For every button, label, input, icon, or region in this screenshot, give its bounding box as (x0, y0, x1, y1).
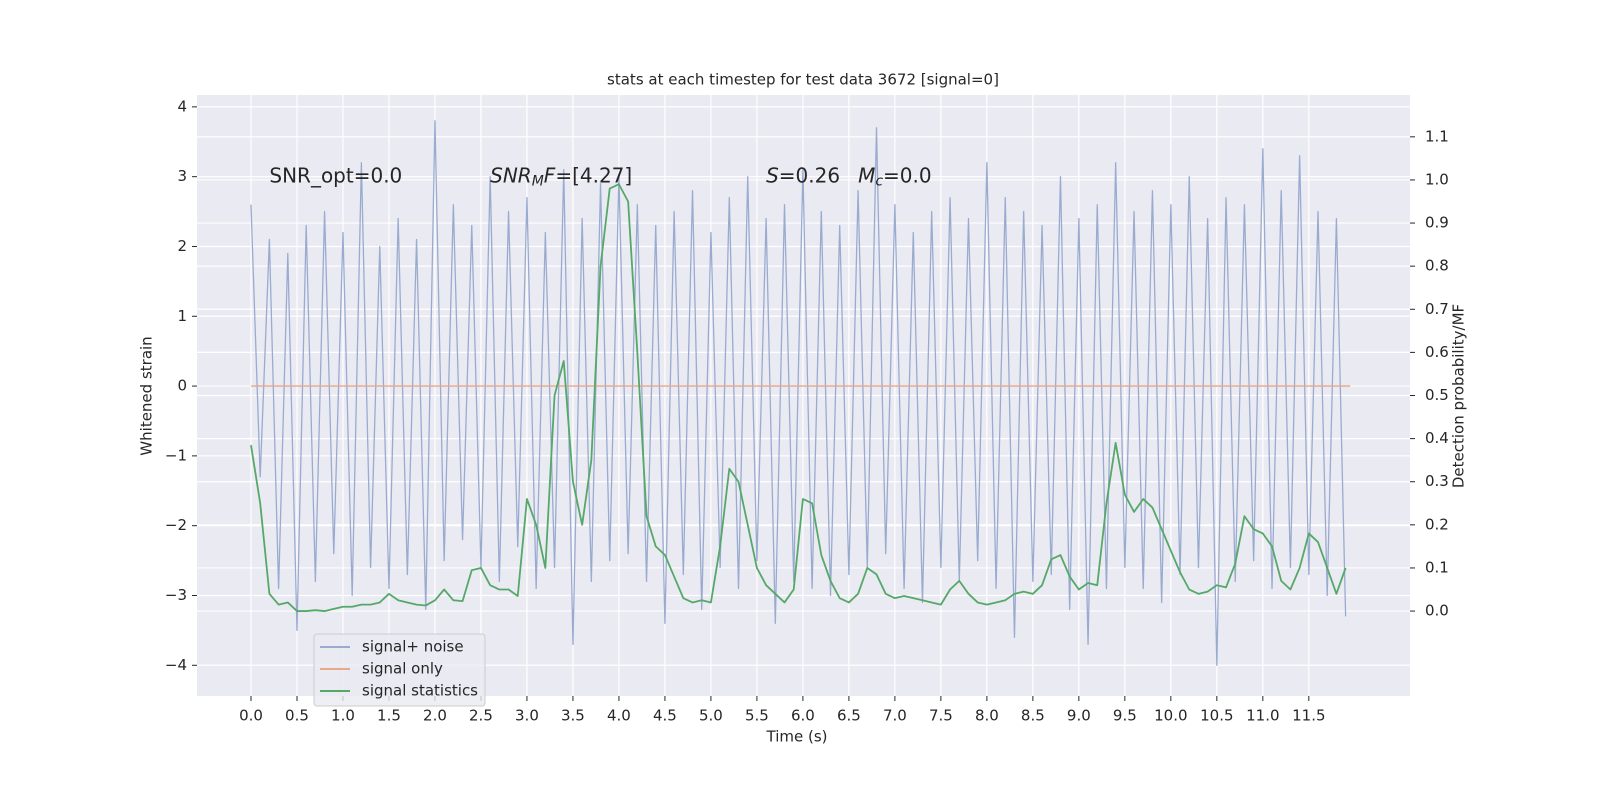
y-axis-label: Whitened strain (138, 336, 156, 455)
y2-tick-label: 0.4 (1425, 429, 1449, 447)
y2-tick-label: 0.7 (1425, 300, 1449, 318)
legend-box (313, 633, 486, 707)
x-tick-label: 3.5 (561, 707, 585, 725)
x-tick-label: 5.5 (745, 707, 769, 725)
y-tick-label: −4 (165, 656, 187, 674)
legend-label: signal only (362, 660, 443, 678)
annotation-part: M (858, 163, 875, 187)
y2-tick-label: 0.8 (1425, 257, 1449, 275)
x-tick-label: 7.5 (929, 707, 953, 725)
x-tick-label: 7.0 (883, 707, 907, 725)
y2-tick-label: 0.0 (1425, 602, 1449, 620)
x-tick-label: 0.0 (239, 707, 263, 725)
annotations: SNR_opt=0.0 SNRMF=[4.27] S=0.26 Mc=0.0 (269, 163, 931, 190)
annotation-part: F (544, 163, 556, 187)
y-tick-label: 1 (177, 307, 187, 325)
annotation-part: =[4.27] (555, 163, 632, 187)
x-tick-label: 4.5 (653, 707, 677, 725)
y-tick-label: −3 (165, 586, 187, 604)
annotation-part: S (766, 163, 779, 187)
x-tick-label: 4.0 (607, 707, 631, 725)
annotation: Mc=0.0 (858, 163, 932, 190)
grid: 0.0 0.5 1.0 1.5 2.0 2.5 3.0 3.5 4.0 4.5 5.0 5.5 6.0 6… (165, 95, 1449, 725)
y2-tick-label: 1.1 (1425, 127, 1449, 145)
y-tick-label: −1 (165, 446, 187, 464)
y2-tick-label: 1.0 (1425, 170, 1449, 188)
x-tick-label: 2.0 (423, 707, 447, 725)
y2-tick-label: 0.5 (1425, 386, 1449, 404)
x-tick-label: 10.0 (1154, 707, 1187, 725)
x-tick-label: 1.0 (331, 707, 355, 725)
x-tick-label: 5.0 (699, 707, 723, 725)
x-tick-label: 0.5 (285, 707, 309, 725)
y2-tick-label: 0.9 (1425, 214, 1449, 232)
x-tick-label: 6.0 (791, 707, 815, 725)
x-tick-label: 6.5 (837, 707, 861, 725)
y-tick-label: 2 (177, 237, 187, 255)
annotation-part: =0.26 (779, 163, 840, 187)
legend-label: signal+ noise (362, 638, 464, 656)
y2-tick-label: 0.3 (1425, 472, 1449, 490)
x-tick-label: 11.0 (1246, 707, 1279, 725)
x-tick-label: 9.5 (1113, 707, 1137, 725)
annotation-part: =0.0 (883, 163, 932, 187)
y-tick-label: 3 (177, 167, 187, 185)
annotation-part: SNR (490, 163, 532, 187)
x-tick-label: 9.0 (1067, 707, 1091, 725)
annotation-part: M (532, 174, 544, 190)
y-tick-label: 0 (177, 377, 187, 395)
y2-axis-label: Detection probability/MF (1450, 304, 1468, 488)
annotation-part: SNR_opt=0.0 (269, 163, 402, 187)
chart-title: stats at each timestep for test data 367… (607, 71, 999, 89)
x-tick-label: 1.5 (377, 707, 401, 725)
x-axis-label: Time (s) (766, 728, 828, 746)
annotation: SNR_opt=0.0 (269, 163, 402, 187)
x-tick-label: 11.5 (1292, 707, 1325, 725)
y2-tick-label: 0.2 (1425, 515, 1449, 533)
x-tick-label: 3.0 (515, 707, 539, 725)
x-tick-label: 10.5 (1200, 707, 1233, 725)
legend: signal+ noise signal only signal statistic… (313, 633, 486, 707)
plot-lines (250, 120, 1351, 666)
annotation: SNRMF=[4.27] (490, 163, 632, 190)
annotation: S=0.26 (766, 163, 840, 187)
annotation-part: c (875, 174, 883, 190)
y-tick-label: −2 (165, 516, 187, 534)
series-line (250, 120, 1347, 666)
x-tick-label: 2.5 (469, 707, 493, 725)
legend-label: signal statistics (362, 682, 478, 700)
series-line (250, 183, 1347, 612)
y2-tick-label: 0.1 (1425, 558, 1449, 576)
x-tick-label: 8.5 (1021, 707, 1045, 725)
x-tick-label: 8.0 (975, 707, 999, 725)
y-tick-label: 4 (177, 97, 187, 115)
y2-tick-label: 0.6 (1425, 343, 1449, 361)
